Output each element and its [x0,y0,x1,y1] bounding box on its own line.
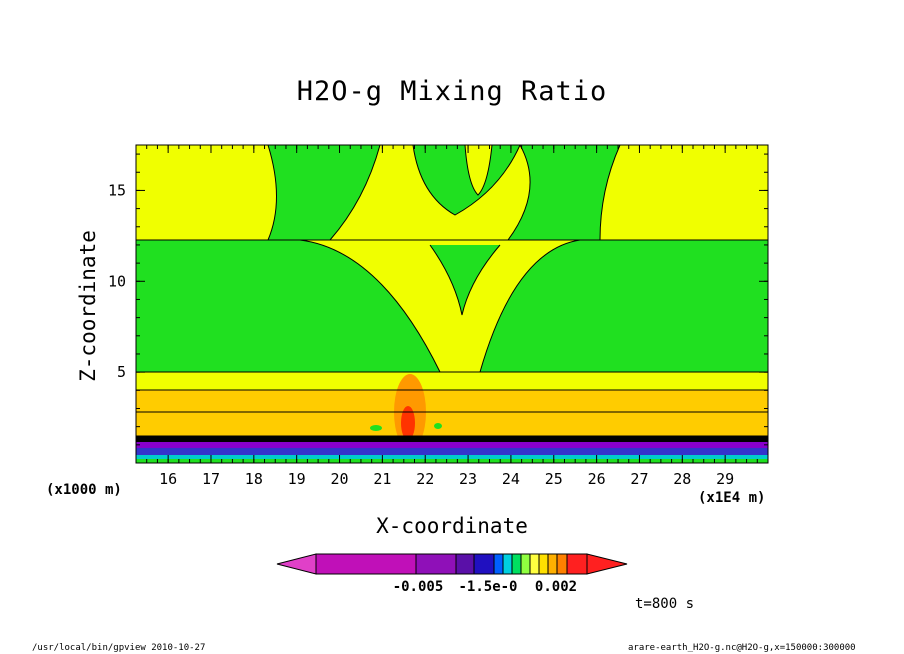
contour-lines [136,145,768,437]
yellow-band [136,372,768,390]
colorbar [276,553,628,575]
x-tick-label: 25 [545,470,563,488]
green-dot [370,425,382,431]
x-tick-label: 29 [716,470,734,488]
colorbar-labels: -0.005 -1.5e-0 0.002 [393,579,577,595]
blue-band [136,448,768,455]
colorbar-segment [493,553,504,575]
yellow-funnel [465,145,492,195]
colorbar-segment [556,553,568,575]
colorbar-segment [529,553,540,575]
y-tick-labels: 5 10 15 [108,181,126,381]
green-plume [508,145,620,240]
colorbar-segment [566,553,588,575]
x-unit-left: (x1000 m) [46,482,122,498]
colorbar-segment [520,553,531,575]
green-plume [430,245,500,315]
x-tick-label: 24 [502,470,520,488]
green-dot [434,423,442,429]
colorbar-segment [511,553,522,575]
orange-band [136,412,768,436]
red-blob [401,406,415,440]
x-tick-label: 18 [245,470,263,488]
contour-field [136,145,768,463]
x-tick-labels: 16 17 18 19 20 21 22 23 24 25 26 27 28 29 [159,470,734,488]
x-tick-label: 19 [288,470,306,488]
x-tick-label: 16 [159,470,177,488]
colorbar-arrow-left [276,553,317,575]
axis-ticks [136,145,768,463]
footer-right: arare-earth_H2O-g.nc@H2O-g,x=150000:3000… [628,643,856,653]
colorbar-label: 0.002 [535,579,577,595]
x-tick-label: 17 [202,470,220,488]
x-tick-label: 20 [330,470,348,488]
colorbar-arrow-right [586,553,628,575]
green-plume [268,145,380,240]
purple-band [136,442,768,448]
footer-left: /usr/local/bin/gpview 2010-10-27 [32,643,206,653]
y-axis-label: Z-coordinate [76,230,100,382]
y-tick-label: 10 [108,272,126,290]
y-tick-label: 15 [108,181,126,199]
plot-frame [135,144,769,464]
green-plume [413,145,520,215]
x-tick-label: 26 [588,470,606,488]
x-axis-label: X-coordinate [376,514,528,538]
y-tick-label: 5 [117,363,126,381]
x-tick-label: 22 [416,470,434,488]
x-tick-label: 28 [673,470,691,488]
x-unit-right: (x1E4 m) [698,490,766,506]
colorbar-segment [502,553,513,575]
x-tick-label: 27 [630,470,648,488]
colorbar-segment [538,553,549,575]
dark-band [136,436,768,442]
cyan-band [136,455,768,459]
green-band [136,459,768,463]
colorbar-segment [547,553,558,575]
x-tick-label: 23 [459,470,477,488]
colorbar-segment [455,553,475,575]
colorbar-segment [473,553,495,575]
colorbar-label: -0.005 [393,579,444,595]
time-label: t=800 s [635,596,695,612]
chart-title: H2O-g Mixing Ratio [296,76,608,107]
colorbar-segment [415,553,457,575]
orange-band [136,390,768,412]
x-tick-label: 21 [373,470,391,488]
colorbar-label: -1.5e-0 [458,579,517,595]
colorbar-segment [315,553,417,575]
